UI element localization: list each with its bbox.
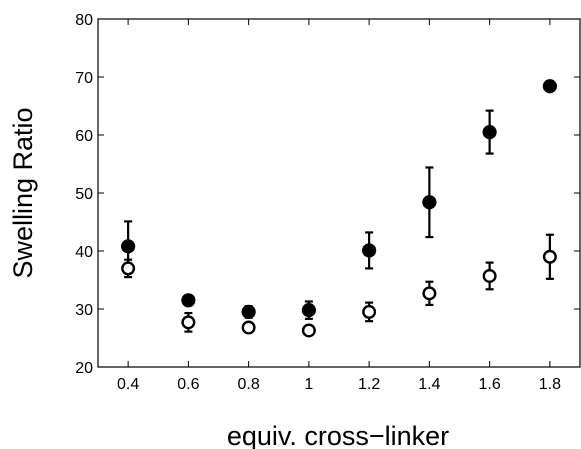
data-point-open <box>301 323 316 338</box>
axes <box>97 18 581 368</box>
data-point-filled <box>482 125 497 140</box>
y-tick-label: 70 <box>75 70 93 87</box>
data-point-open <box>482 268 497 283</box>
x-tick-label: 0.4 <box>117 376 139 393</box>
data-point-open <box>181 315 196 330</box>
y-tick-label: 20 <box>75 360 93 377</box>
data-point-open <box>422 286 437 301</box>
data-point-filled <box>301 303 316 318</box>
data-point-filled <box>542 79 557 94</box>
y-tick-label: 50 <box>75 186 93 203</box>
x-tick-label: 1.4 <box>418 376 440 393</box>
ticks: 0.4 0.6 0.8 1 1.2 1.4 1.6 1.8 20 30 40 50 60 70 80 <box>75 12 580 393</box>
data-point-open <box>362 304 377 319</box>
x-tick-label: 0.8 <box>238 376 260 393</box>
y-tick-label: 60 <box>75 128 93 145</box>
data-point-filled <box>121 239 136 254</box>
data-point-filled <box>181 293 196 308</box>
data-point-open <box>241 320 256 335</box>
data-point-filled <box>362 243 377 258</box>
y-tick-label: 80 <box>75 12 93 29</box>
data-marks <box>121 79 557 338</box>
x-axis-label: equiv. cross−linker <box>227 421 449 449</box>
plot-frame <box>97 18 581 368</box>
y-tick-label: 30 <box>75 302 93 319</box>
x-tick-label: 0.6 <box>177 376 199 393</box>
data-point-filled <box>422 195 437 210</box>
x-tick-label: 1.2 <box>358 376 380 393</box>
x-tick-label: 1 <box>304 376 313 393</box>
data-point-open <box>542 249 557 264</box>
data-point-filled <box>241 304 256 319</box>
x-tick-label: 1.8 <box>539 376 561 393</box>
y-tick-label: 40 <box>75 244 93 261</box>
y-axis-label: Swelling Ratio <box>8 107 38 278</box>
x-tick-label: 1.6 <box>479 376 501 393</box>
data-point-open <box>121 261 136 276</box>
